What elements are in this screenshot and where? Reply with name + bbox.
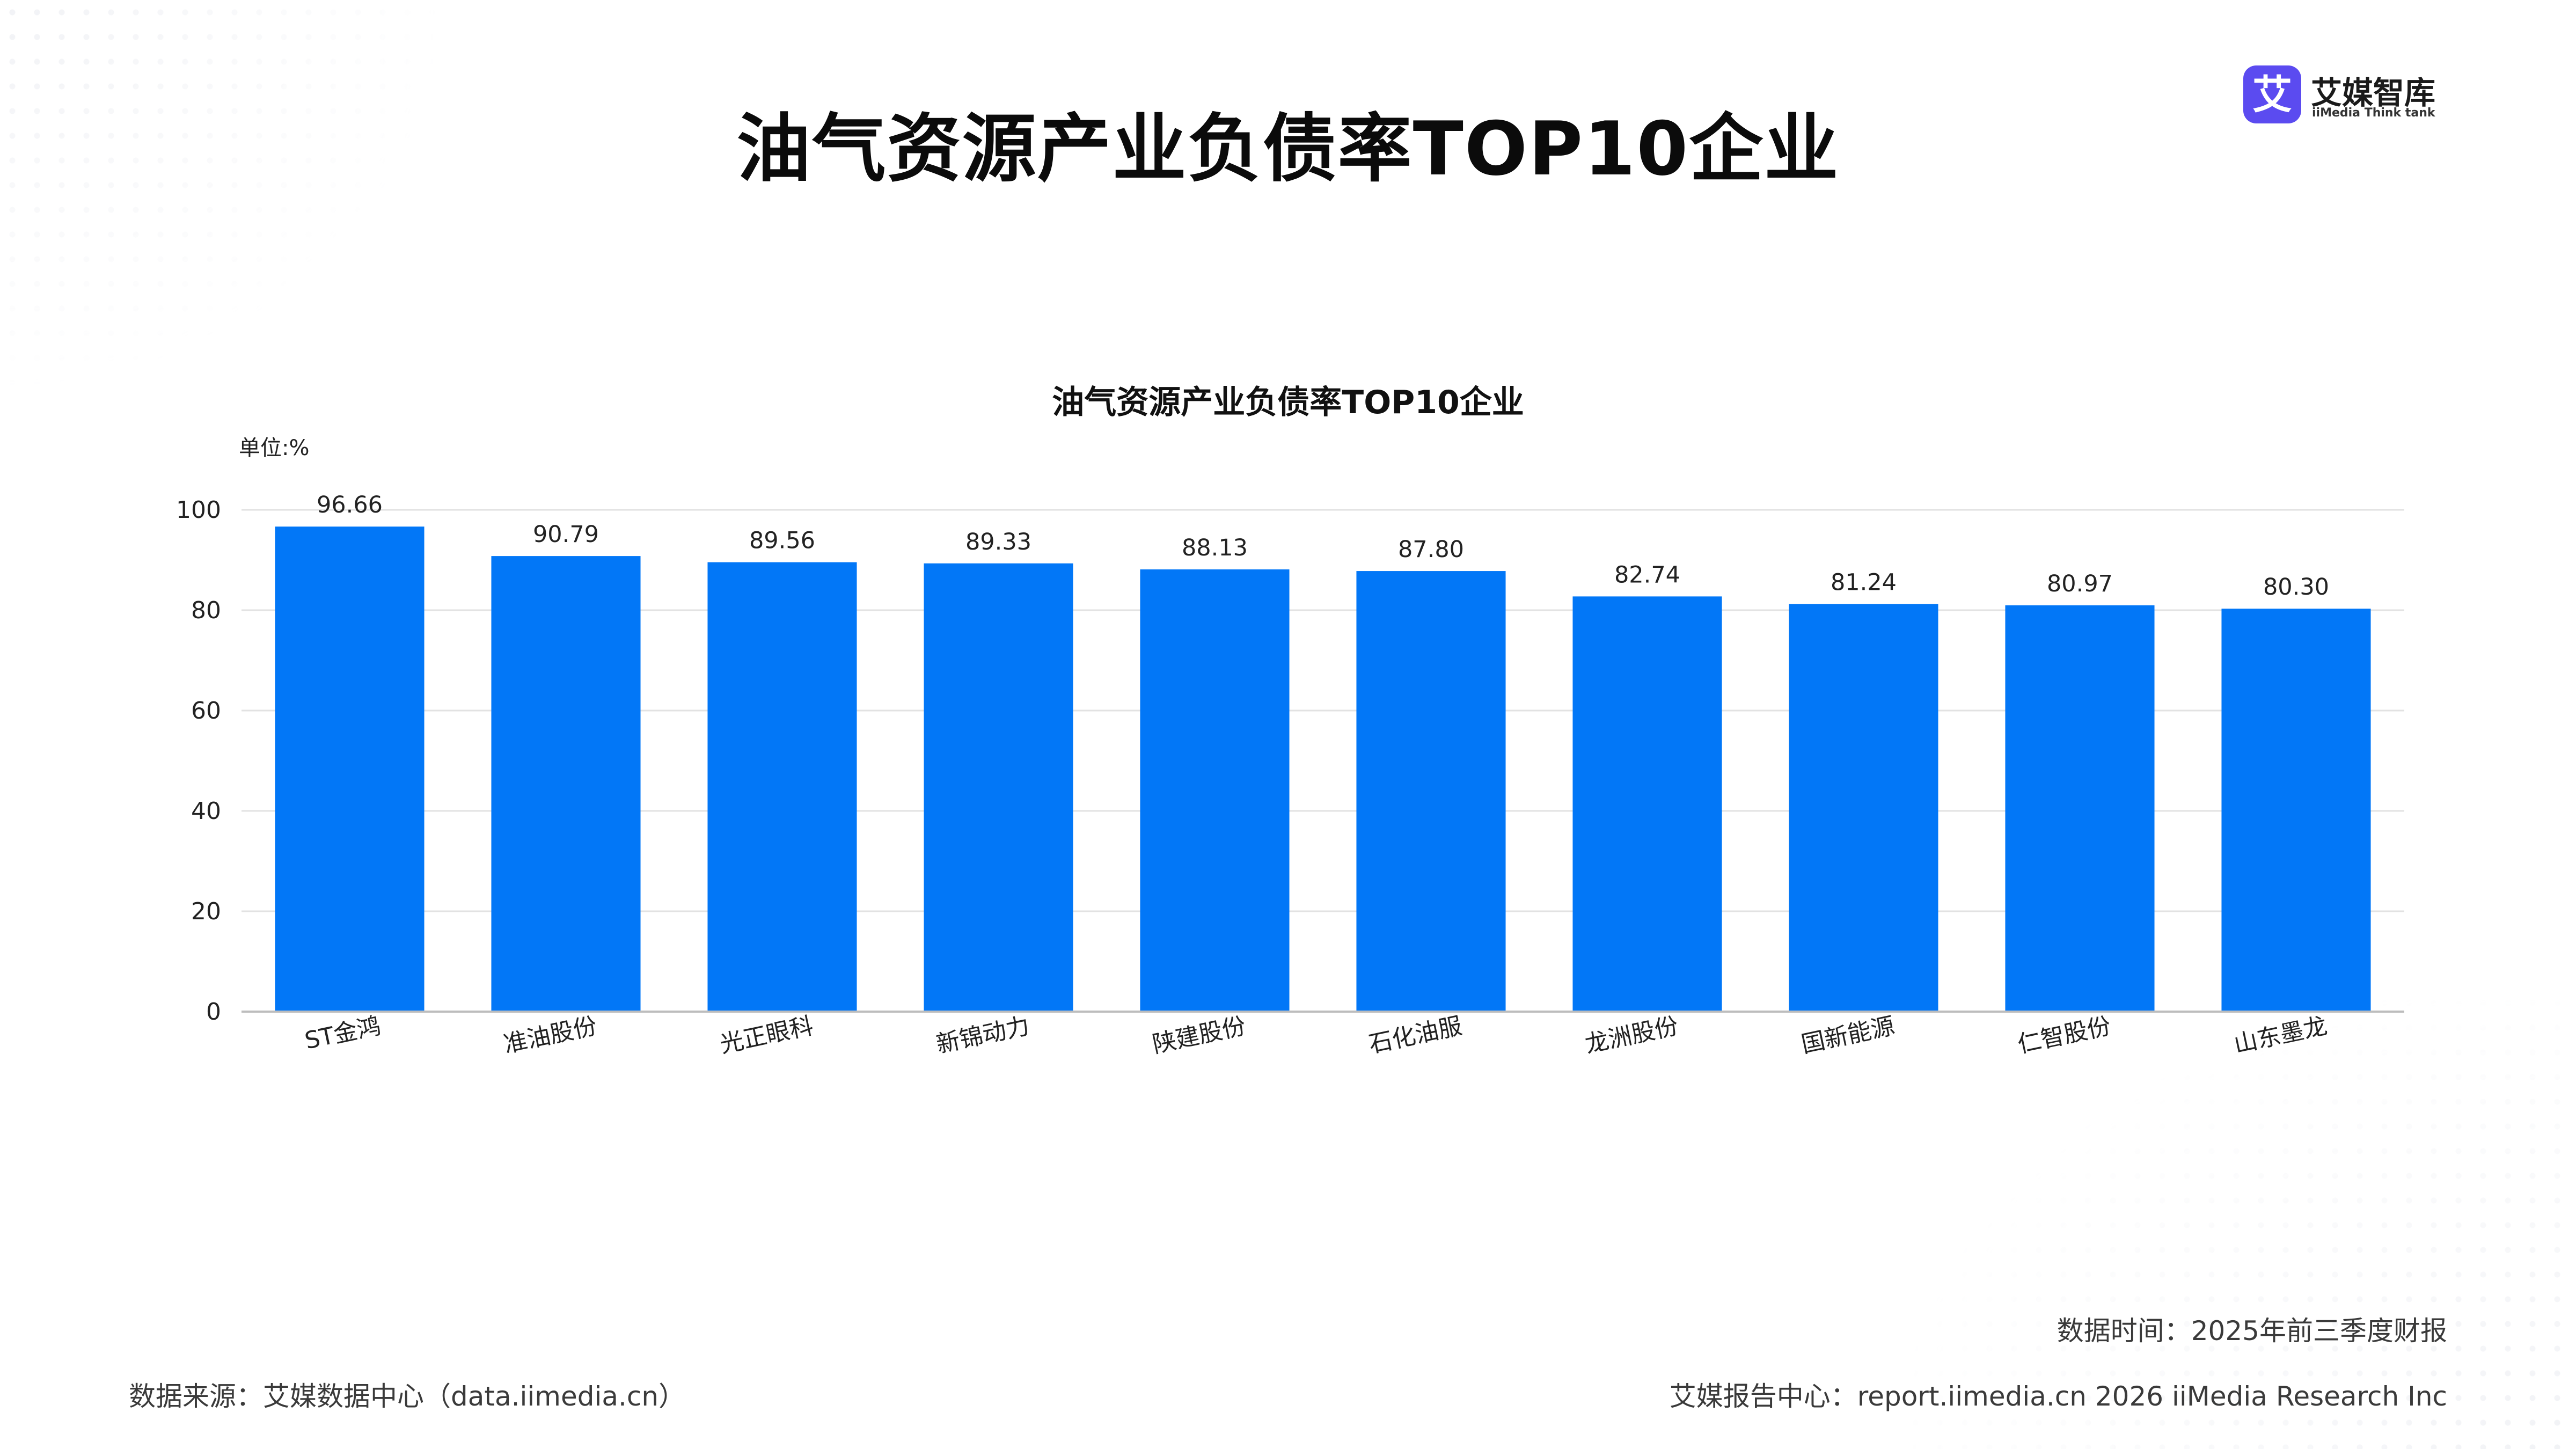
bar [491,556,641,1012]
bar-value-label: 87.80 [1398,536,1464,563]
bar-value-label: 90.79 [533,521,599,548]
x-category-label: 仁智股份 [2015,1012,2113,1058]
bar [275,526,425,1012]
brand-name: 艾媒智库 [2311,75,2436,111]
x-category-label: 山东墨龙 [2231,1012,2330,1058]
bar [1572,596,1722,1012]
page-title: 油气资源产业负债率TOP10企业 [736,106,1840,192]
x-category-label: ST金鸿 [302,1012,383,1055]
y-tick-label: 60 [191,697,221,724]
y-tick-label: 0 [206,998,221,1026]
bar [1140,569,1290,1012]
bar-value-label: 80.30 [2263,574,2329,601]
y-tick-label: 100 [176,496,221,524]
data-source-note: 数据来源：艾媒数据中心（data.iimedia.cn） [129,1381,686,1412]
unit-label: 单位:% [239,436,309,460]
brand-subtitle: iiMedia Think tank [2312,106,2435,120]
brand-logo: 艾 艾媒智库 iiMedia Think tank [2243,65,2485,125]
x-category-label: 陕建股份 [1150,1012,1248,1058]
data-time-note: 数据时间：2025年前三季度财报 [2057,1315,2447,1346]
x-category-label: 龙洲股份 [1583,1012,1681,1058]
bar [2221,609,2371,1012]
x-category-label: 准油股份 [501,1012,599,1058]
y-tick-label: 40 [191,797,221,825]
bar [707,562,857,1012]
bar-value-label: 81.24 [1831,569,1897,596]
report-center-note: 艾媒报告中心：report.iimedia.cn 2026 iiMedia Re… [1669,1381,2447,1412]
x-category-label: 新锦动力 [934,1012,1032,1058]
bar [2005,605,2155,1012]
bar-value-label: 80.97 [2047,570,2113,597]
bar-value-label: 89.56 [749,528,815,554]
x-category-label: 国新能源 [1799,1012,1897,1058]
bar [924,563,1073,1012]
svg-text:艾: 艾 [2252,72,2292,118]
brand-logo-icon: 艾 [2243,65,2301,123]
bar-value-label: 82.74 [1614,561,1680,588]
bar-value-label: 88.13 [1182,535,1248,561]
bar-value-label: 89.33 [965,529,1031,555]
bar [1789,604,1938,1012]
x-category-label: 光正眼科 [718,1012,816,1058]
y-tick-label: 20 [191,898,221,925]
bar [1356,571,1506,1012]
chart-title: 油气资源产业负债率TOP10企业 [1052,384,1524,421]
bar-value-label: 96.66 [317,492,383,518]
y-tick-label: 80 [191,597,221,624]
x-category-label: 石化油服 [1366,1012,1465,1058]
